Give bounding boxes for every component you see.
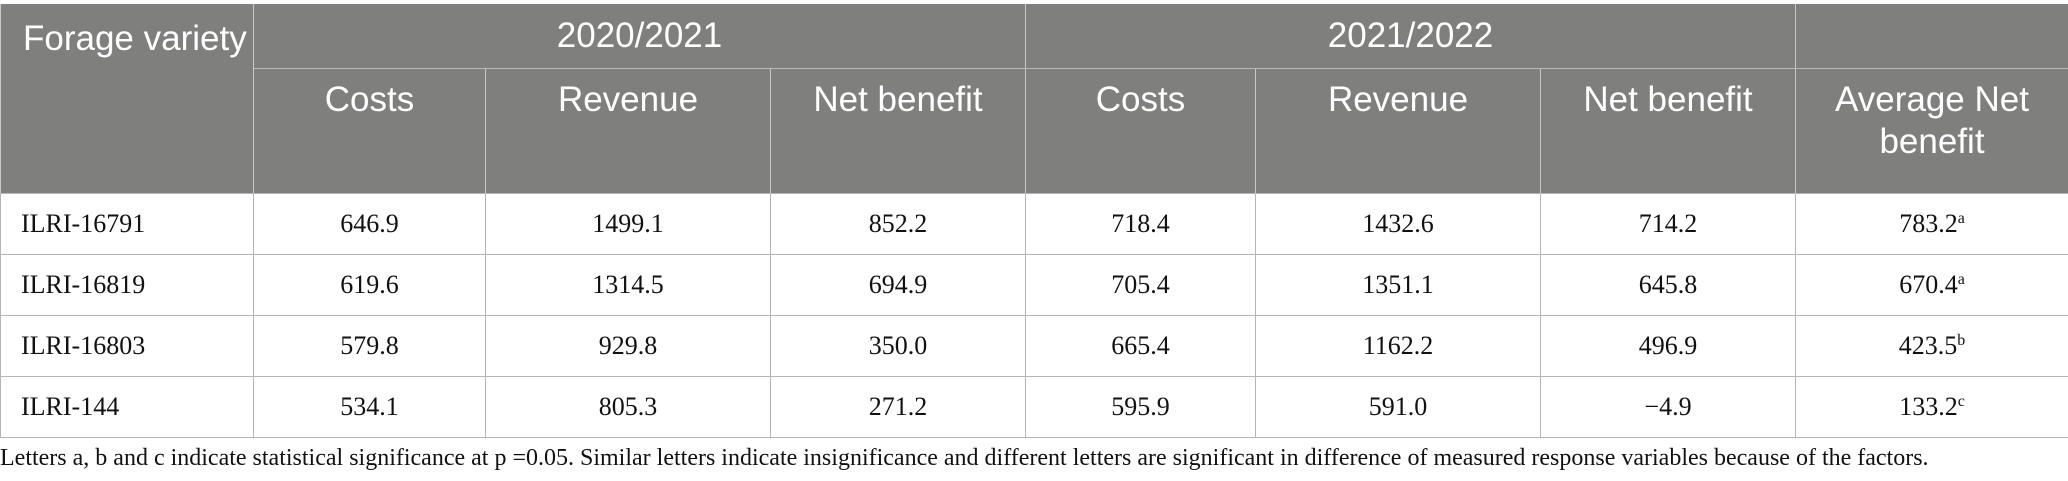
table-row: ILRI-144 534.1 805.3 271.2 595.9 591.0 −… (0, 376, 2068, 438)
costs-2022-cell: 665.4 (1025, 315, 1256, 377)
revenue-2022-cell: 591.0 (1255, 376, 1541, 438)
table-row: ILRI-16803 579.8 929.8 350.0 665.4 1162.… (0, 315, 2068, 377)
forage-variety-header: Forage variety (0, 4, 254, 194)
average-value: 783.2 (1899, 209, 1958, 238)
table-row: ILRI-16791 646.9 1499.1 852.2 718.4 1432… (0, 193, 2068, 255)
average-value: 423.5 (1898, 331, 1958, 360)
costs-2022-cell: 705.4 (1025, 254, 1256, 316)
average-net-benefit-cell: 423.5b (1795, 315, 2068, 377)
net-benefit-2021-cell: 271.2 (770, 376, 1026, 438)
table-footnote: Letters a, b and c indicate statistical … (0, 445, 1929, 471)
average-net-benefit-cell: 670.4a (1795, 254, 2068, 316)
revenue-2022-cell: 1162.2 (1255, 315, 1541, 377)
net-benefit-2021-cell: 694.9 (770, 254, 1026, 316)
net-benefit-2021-header: Net benefit (770, 68, 1026, 194)
revenue-2022-cell: 1351.1 (1255, 254, 1541, 316)
net-benefit-2022-cell: 496.9 (1540, 315, 1796, 377)
costs-2021-cell: 534.1 (253, 376, 486, 438)
net-benefit-2021-cell: 350.0 (770, 315, 1026, 377)
revenue-2022-cell: 1432.6 (1255, 193, 1541, 255)
revenue-2022-header: Revenue (1255, 68, 1541, 194)
net-benefit-2022-cell: −4.9 (1540, 376, 1796, 438)
revenue-2021-header: Revenue (485, 68, 771, 194)
costs-2021-cell: 619.6 (253, 254, 486, 316)
forage-net-benefit-table: Forage variety 2020/2021 2021/2022 Costs… (0, 4, 2068, 438)
table-row: ILRI-16819 619.6 1314.5 694.9 705.4 1351… (0, 254, 2068, 316)
costs-2022-cell: 718.4 (1025, 193, 1256, 255)
average-value: 133.2 (1899, 392, 1958, 421)
significance-letter: a (1957, 271, 1965, 288)
average-net-benefit-cell: 783.2a (1795, 193, 2068, 255)
revenue-2021-cell: 805.3 (485, 376, 771, 438)
significance-letter: b (1957, 332, 1966, 349)
variety-cell: ILRI-16791 (0, 193, 254, 255)
net-benefit-2022-header: Net benefit (1540, 68, 1796, 194)
average-value: 670.4 (1899, 270, 1958, 299)
net-benefit-2021-cell: 852.2 (770, 193, 1026, 255)
variety-cell: ILRI-144 (0, 376, 254, 438)
variety-cell: ILRI-16803 (0, 315, 254, 377)
empty-header-cell (1795, 4, 2068, 69)
costs-2021-cell: 579.8 (253, 315, 486, 377)
costs-2021-header: Costs (253, 68, 486, 194)
revenue-2021-cell: 1499.1 (485, 193, 771, 255)
significance-letter: c (1957, 393, 1965, 410)
net-benefit-2022-cell: 645.8 (1540, 254, 1796, 316)
average-net-benefit-cell: 133.2c (1795, 376, 2068, 438)
costs-2022-cell: 595.9 (1025, 376, 1256, 438)
revenue-2021-cell: 1314.5 (485, 254, 771, 316)
net-benefit-2022-cell: 714.2 (1540, 193, 1796, 255)
significance-letter: a (1957, 210, 1965, 227)
header-row-measures: Costs Revenue Net benefit Costs Revenue … (1, 68, 2068, 194)
variety-cell: ILRI-16819 (0, 254, 254, 316)
costs-2021-cell: 646.9 (253, 193, 486, 255)
revenue-2021-cell: 929.8 (485, 315, 771, 377)
header-row-seasons: Forage variety 2020/2021 2021/2022 (0, 4, 2068, 194)
costs-2022-header: Costs (1025, 68, 1256, 194)
average-net-benefit-header: Average Net benefit (1795, 68, 2068, 194)
table-container: Forage variety 2020/2021 2021/2022 Costs… (0, 4, 2068, 438)
season-2021-2022-header: 2021/2022 (1025, 4, 1796, 69)
season-2020-2021-header: 2020/2021 (253, 4, 1026, 69)
